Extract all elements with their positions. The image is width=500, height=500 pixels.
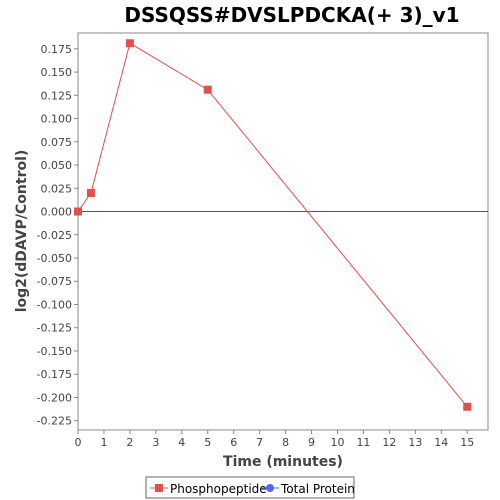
- legend: Phosphopeptide Total Protein: [145, 476, 355, 499]
- x-tick-label: 8: [282, 436, 289, 449]
- y-tick-label: 0.100: [41, 113, 73, 126]
- x-tick-label: 2: [126, 436, 133, 449]
- y-axis-label: log2(dDAVP/Control): [14, 150, 30, 313]
- legend-label-total-protein: Total Protein: [280, 482, 355, 496]
- y-tick-label: -0.225: [37, 415, 72, 428]
- y-tick-label: -0.175: [37, 368, 72, 381]
- chart-title: DSSQSS#DVSLPDCKA(+ 3)_v1: [124, 3, 459, 27]
- legend-marker-phosphopeptide: [155, 484, 163, 492]
- y-tick-label: -0.150: [37, 345, 72, 358]
- y-tick-label: -0.100: [37, 298, 72, 311]
- x-tick-label: 10: [330, 436, 344, 449]
- x-axis: 0 1 2 3 4 5 6 7 8 9 10 11 12 13 14 15: [75, 430, 474, 449]
- x-tick-label: 12: [382, 436, 396, 449]
- y-tick-label: -0.050: [37, 252, 72, 265]
- plot-area: [77, 32, 489, 431]
- y-axis: 0.175 0.150 0.125 0.100 0.075 0.050 0.025 0.000…: [37, 43, 78, 428]
- legend-marker-total-protein: [266, 484, 274, 492]
- y-tick-label: 0.175: [41, 43, 73, 56]
- x-tick-label: 14: [434, 436, 448, 449]
- x-tick-label: 13: [408, 436, 422, 449]
- data-point: [203, 85, 212, 94]
- y-tick-label: 0.025: [41, 182, 73, 195]
- x-tick-label: 4: [178, 436, 185, 449]
- x-tick-label: 11: [356, 436, 370, 449]
- x-tick-label: 0: [75, 436, 82, 449]
- y-tick-label: -0.200: [37, 391, 72, 404]
- legend-box: [145, 476, 355, 499]
- x-axis-label: Time (minutes): [223, 454, 343, 470]
- y-tick-label: 0.125: [41, 89, 73, 102]
- x-tick-label: 9: [308, 436, 315, 449]
- y-tick-label: 0.050: [41, 159, 73, 172]
- legend-label-phosphopeptide: Phosphopeptide: [170, 482, 267, 496]
- y-tick-label: -0.075: [37, 275, 72, 288]
- series-layer: [74, 39, 472, 411]
- y-tick-label: 0.075: [41, 136, 73, 149]
- x-tick-label: 5: [204, 436, 211, 449]
- data-point: [463, 402, 472, 411]
- x-tick-label: 6: [230, 436, 237, 449]
- x-tick-label: 3: [152, 436, 159, 449]
- y-tick-label: -0.025: [37, 229, 72, 242]
- x-tick-label: 15: [460, 436, 474, 449]
- x-tick-label: 1: [100, 436, 107, 449]
- data-point: [74, 207, 82, 216]
- y-tick-label: 0.150: [41, 66, 73, 79]
- data-point: [125, 39, 134, 48]
- data-point: [86, 188, 95, 197]
- y-tick-label: -0.125: [37, 322, 72, 335]
- y-tick-label: 0.000: [41, 206, 73, 219]
- x-tick-label: 7: [256, 436, 263, 449]
